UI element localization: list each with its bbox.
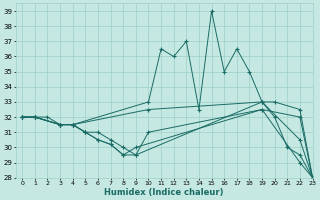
X-axis label: Humidex (Indice chaleur): Humidex (Indice chaleur) [105, 188, 224, 197]
